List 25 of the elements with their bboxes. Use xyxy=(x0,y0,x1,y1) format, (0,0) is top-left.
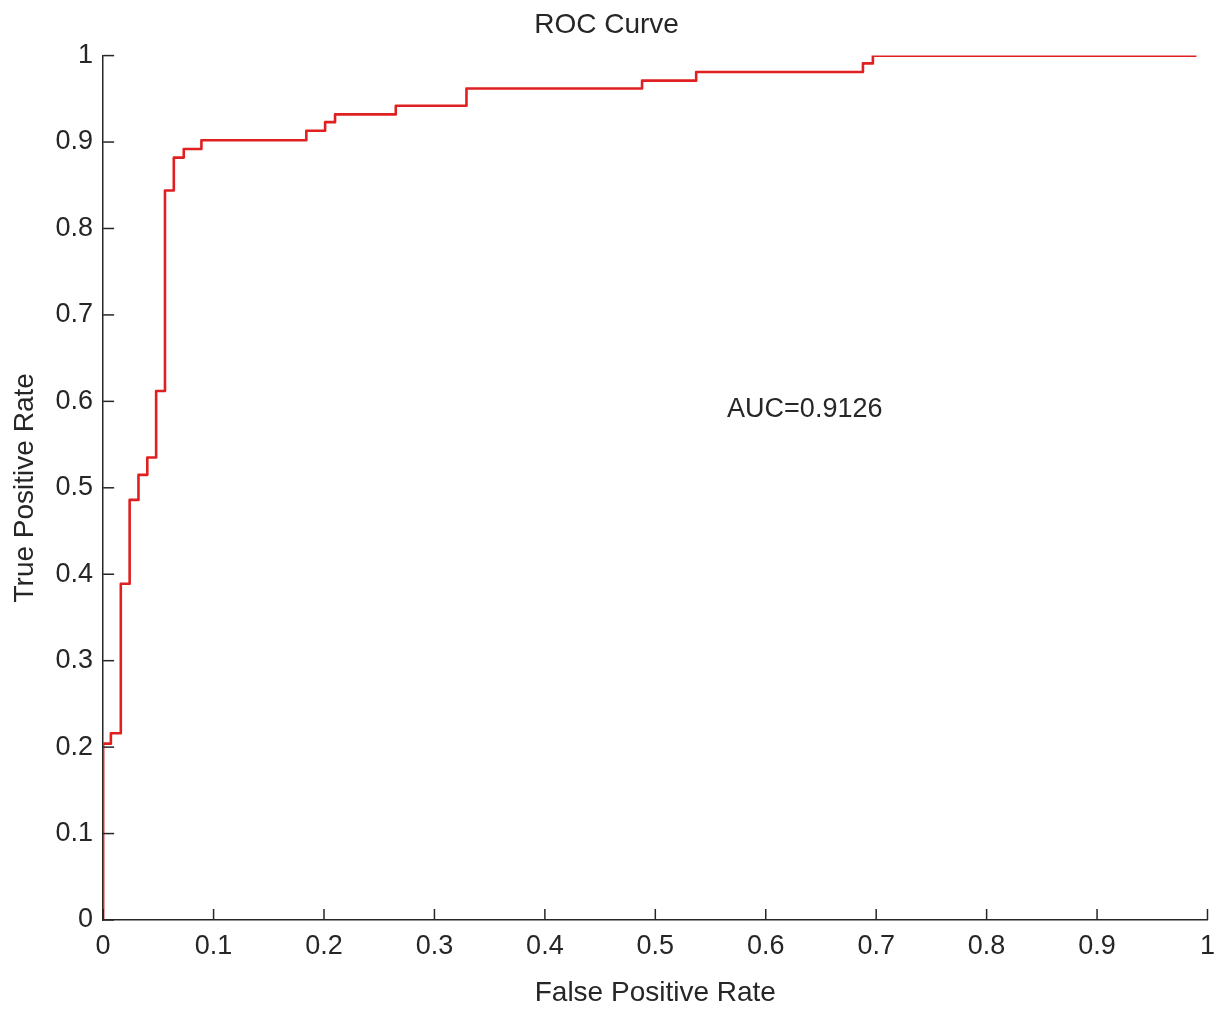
x-tick-label: 0.3 xyxy=(415,929,454,960)
x-tick-label: 0.6 xyxy=(746,929,785,960)
x-tick-label: 0.9 xyxy=(1078,929,1116,960)
y-tick-label: 0.6 xyxy=(55,384,94,415)
y-tick-label: 0.5 xyxy=(55,471,94,502)
y-tick-label: 0.1 xyxy=(55,817,94,848)
x-axis-title: False Positive Rate xyxy=(534,975,776,1007)
x-tick-label: 0.4 xyxy=(526,929,564,960)
y-tick-label: 0.4 xyxy=(55,557,94,588)
y-tick-label: 1 xyxy=(78,39,94,70)
x-tick-label: 0.2 xyxy=(305,929,343,960)
y-tick-label: 0.2 xyxy=(55,730,94,761)
x-tick-label: 0.5 xyxy=(636,929,675,960)
x-tick-label: 0.1 xyxy=(194,929,233,960)
y-tick-label: 0 xyxy=(78,903,94,934)
y-axis-title: True Positive Rate xyxy=(7,373,39,603)
y-tick-label: 0.8 xyxy=(55,211,94,242)
x-tick-label: 1 xyxy=(1199,929,1216,960)
x-tick-label: 0.7 xyxy=(857,929,895,960)
chart-title: ROC Curve xyxy=(534,7,679,39)
y-tick-label: 0.9 xyxy=(55,125,94,156)
y-tick-label: 0.3 xyxy=(55,644,94,675)
annotation: AUC=0.9126 xyxy=(727,393,883,424)
y-tick-label: 0.7 xyxy=(55,298,94,329)
x-tick-label: 0.8 xyxy=(967,929,1006,960)
